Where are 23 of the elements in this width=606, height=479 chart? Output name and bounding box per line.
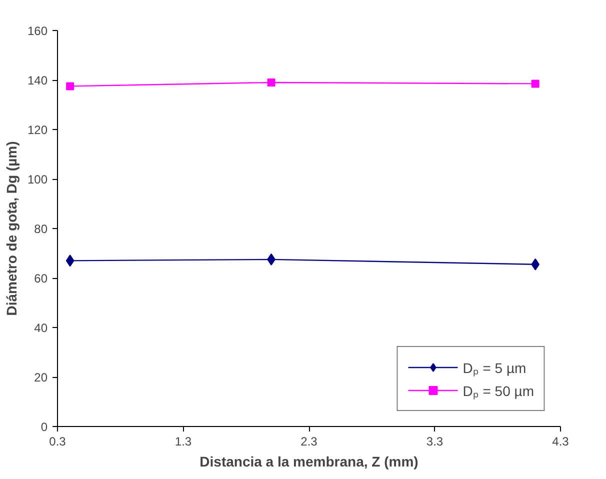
y-tick-label: 80 [34, 222, 48, 236]
y-tick-label: 100 [27, 172, 48, 186]
y-axis-title: Diámetro de gota, Dg (µm) [3, 141, 20, 316]
point [66, 254, 74, 267]
y-tick-label: 160 [27, 24, 48, 38]
x-tick-label: 0.3 [49, 434, 66, 448]
x-tick-label: 4.3 [552, 434, 570, 448]
x-tick-label: 1.3 [174, 434, 192, 448]
y-tick-label: 20 [34, 370, 48, 384]
point [531, 80, 540, 88]
y-tick-label: 60 [34, 272, 48, 286]
x-tick-label: 3.3 [426, 434, 444, 448]
y-tick-label: 140 [27, 74, 48, 88]
y-tick-label: 0 [40, 420, 48, 434]
y-tick-label: 40 [34, 321, 48, 335]
legend-label: Dₚ = 5 µm [462, 358, 526, 376]
x-axis-title: Distancia a la membrana, Z (mm) [200, 454, 418, 470]
y-tick-label: 120 [27, 123, 48, 137]
x-tick-label: 2.3 [300, 434, 318, 448]
point [531, 258, 540, 270]
point [66, 82, 74, 90]
point [267, 78, 276, 86]
legend-label: Dₚ = 50 µm [462, 382, 534, 400]
